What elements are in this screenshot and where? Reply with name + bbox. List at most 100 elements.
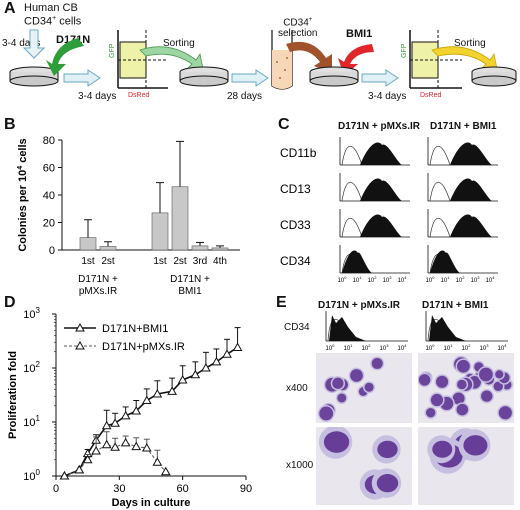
micrograph-cells	[317, 356, 385, 422]
data-point	[141, 442, 152, 452]
y-tick-label: 101	[23, 414, 40, 429]
group-label-line1: D171N +	[170, 274, 210, 285]
cell-nucleus	[430, 393, 444, 407]
cell-nucleus	[377, 440, 398, 459]
step1-duration: 3-4 days	[2, 38, 41, 49]
panel-a-label: A	[4, 0, 16, 17]
y-tick-label: 60	[43, 163, 55, 175]
cell-nucleus	[337, 393, 347, 403]
x-tick-label: 0	[53, 483, 59, 495]
facs-plot-1: GFP DsRed	[109, 30, 168, 99]
data-point	[160, 466, 171, 476]
histogram-tick-label: 101	[353, 275, 363, 284]
data-point	[131, 441, 142, 451]
y-tick-label: 100	[23, 468, 40, 483]
data-point	[120, 437, 131, 447]
stained-histogram	[360, 178, 402, 201]
dish-1	[9, 66, 59, 87]
isotype-curve	[341, 181, 363, 202]
magnification-x1000: x1000	[286, 460, 314, 471]
histogram-tick-label: 102	[456, 275, 466, 284]
cell-nucleus	[479, 367, 493, 382]
panel-c-label: C	[278, 116, 290, 133]
bar-label: 2st	[173, 256, 187, 267]
cell-nucleus	[457, 379, 467, 390]
bar	[99, 246, 117, 251]
histogram-row-label: CD11b	[280, 146, 317, 160]
y-tick-label: 102	[23, 360, 40, 375]
cell-nucleus	[319, 406, 334, 421]
cell-nucleus	[481, 390, 493, 402]
proliferation-line-chart: 100 101 102 103 0 30 60 90 Days in culture Prolif…	[7, 306, 252, 509]
panel-e-col2-header: D171N + BMI1	[422, 300, 489, 311]
micrograph-cells	[427, 428, 491, 474]
data-point	[101, 439, 112, 449]
dish-4	[471, 66, 517, 87]
dish-3	[309, 66, 359, 87]
panel-e-row-cd34: CD34	[284, 322, 310, 333]
data-point	[110, 442, 120, 451]
stained-histogram	[450, 214, 492, 237]
data-point	[222, 349, 232, 358]
cell-nucleus	[436, 375, 449, 388]
y-tick-label: 40	[43, 190, 55, 202]
data-point	[167, 386, 177, 395]
cell-nucleus	[350, 369, 363, 382]
histogram-tick-label: 104	[398, 343, 408, 352]
cell-nucleus	[425, 408, 436, 418]
cells-label: CD34+ cells	[24, 15, 81, 28]
cell-nucleus	[457, 359, 470, 373]
selection-line1: CD34	[283, 17, 309, 29]
bar-label: 4th	[213, 256, 227, 267]
selection-label: CD34+ selection	[278, 15, 317, 39]
data-point	[59, 470, 70, 480]
dsred-axis-2: DsRed	[420, 92, 442, 99]
magnification-x400: x400	[286, 383, 308, 394]
isotype-curve	[341, 145, 363, 166]
bar	[191, 245, 209, 251]
cell-nucleus	[493, 381, 503, 392]
bar	[79, 237, 97, 251]
histogram-tick-label: 101	[444, 343, 454, 352]
cell-nucleus	[332, 377, 344, 389]
bar	[151, 212, 169, 251]
legend-label: D171N+pMXs.IR	[102, 341, 185, 353]
data-point	[232, 342, 243, 351]
histogram-row-label: CD33	[280, 218, 311, 232]
stained-histogram	[360, 142, 402, 165]
flow-histograms: CD11b CD13 CD33 CD34 100 101 102 103 104 100 101 10…	[280, 137, 498, 284]
histogram-tick-label: 100	[426, 275, 436, 284]
sorting2-label: Sorting	[454, 38, 486, 49]
panel-d-label: D	[4, 294, 16, 311]
histogram-tick-label: 104	[498, 343, 508, 352]
cells-sup: +	[52, 15, 57, 22]
cell-nucleus	[456, 403, 469, 416]
data-point	[101, 420, 112, 430]
cell-nucleus	[376, 474, 399, 493]
data-point	[211, 356, 222, 366]
cell-nucleus	[495, 370, 504, 379]
isotype-curve	[341, 217, 363, 238]
histogram-tick-label: 102	[462, 343, 472, 352]
data-point	[177, 374, 188, 384]
colonies-bar-chart: 0 20 40 60 80 Colonies per 104 cells 1st 2st D17…	[17, 135, 240, 297]
cell-nucleus	[432, 440, 453, 458]
panel-e-graphics: 100 101 102 103 104 100 101 102 103 104	[316, 311, 514, 505]
histogram-tick-label: 103	[480, 343, 490, 352]
y-axis-label: Proliferation fold	[7, 351, 19, 439]
group-label-line2: pMXs.IR	[79, 286, 117, 297]
data-point	[190, 369, 201, 379]
data-point	[82, 454, 93, 464]
legend-label: D171N+BMI1	[102, 323, 168, 335]
isotype-curve	[429, 217, 451, 238]
x-tick-label: 90	[240, 483, 252, 495]
legend-marker	[75, 340, 85, 350]
culture-tube	[271, 30, 293, 90]
data-point	[152, 457, 163, 466]
y-axis-label: Colonies per 104 cells	[17, 138, 29, 251]
panel-c-col2-header: D171N + BMI1	[430, 121, 497, 132]
histogram-tick-label: 100	[426, 343, 436, 352]
cells-suffix: cells	[56, 15, 82, 28]
data-point	[201, 362, 211, 372]
panel-c-col1-header: D171N + pMXs.IR	[338, 121, 420, 132]
